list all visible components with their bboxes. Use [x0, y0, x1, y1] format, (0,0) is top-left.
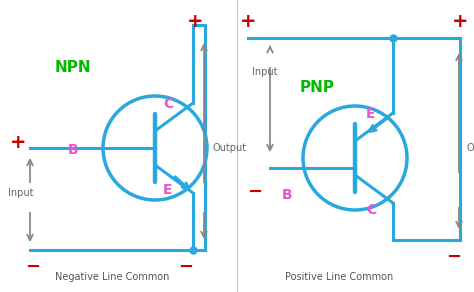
Text: B: B — [68, 143, 79, 157]
Text: PNP: PNP — [300, 80, 335, 95]
Text: Input: Input — [8, 188, 34, 198]
Text: Output: Output — [213, 143, 247, 153]
Text: +: + — [240, 12, 256, 31]
Text: Output: Output — [467, 143, 474, 153]
Text: −: − — [25, 258, 40, 276]
Text: +: + — [10, 133, 27, 152]
Text: C: C — [366, 203, 376, 217]
Text: C: C — [163, 97, 173, 111]
Text: −: − — [247, 183, 262, 201]
Text: Input: Input — [252, 67, 277, 77]
Text: +: + — [187, 12, 203, 31]
Text: E: E — [163, 183, 173, 197]
Text: E: E — [366, 107, 375, 121]
Text: −: − — [178, 258, 193, 276]
Text: NPN: NPN — [55, 60, 91, 75]
Text: B: B — [282, 188, 292, 202]
Text: Negative Line Common: Negative Line Common — [55, 272, 169, 282]
Text: −: − — [446, 248, 461, 266]
Text: +: + — [452, 12, 468, 31]
Text: Positive Line Common: Positive Line Common — [285, 272, 393, 282]
